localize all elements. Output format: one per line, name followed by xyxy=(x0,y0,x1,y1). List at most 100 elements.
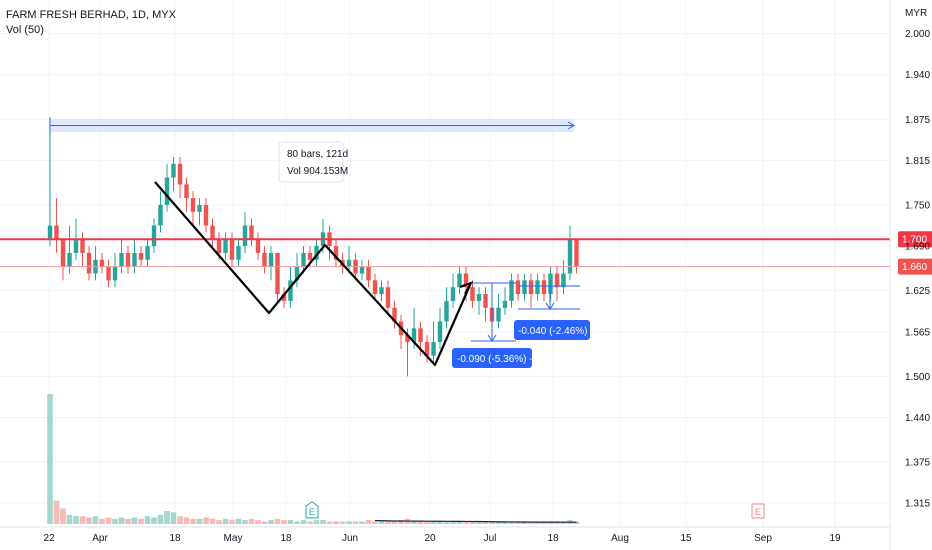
volume-bar xyxy=(320,520,326,524)
candle-body xyxy=(132,252,137,267)
volume-bar xyxy=(151,517,157,524)
candle-body xyxy=(73,239,79,253)
candle-body xyxy=(106,266,111,281)
candle-body xyxy=(138,252,144,260)
price-tick-label: 1.815 xyxy=(905,156,930,167)
volume-bar xyxy=(255,520,261,524)
candle-body xyxy=(554,273,560,288)
candle-body xyxy=(197,204,202,212)
candle-body xyxy=(125,252,131,267)
volume-bar xyxy=(157,514,164,524)
volume-bar xyxy=(534,521,541,524)
symbol-title[interactable]: FARM FRESH BERHAD, 1D, MYX xyxy=(6,9,176,21)
volume-bar xyxy=(235,518,242,524)
volume-bar xyxy=(307,521,313,524)
measure1-arrow xyxy=(487,334,497,342)
range-info-volume: Vol 904.153M xyxy=(287,166,348,177)
volume-bar xyxy=(411,521,417,524)
volume-bar xyxy=(398,520,404,524)
volume-bar xyxy=(131,517,138,524)
time-tick-label: 15 xyxy=(680,533,692,544)
candle-body xyxy=(67,252,72,267)
candle-body xyxy=(288,280,293,301)
volume-bar xyxy=(138,518,144,524)
candle-body xyxy=(496,307,501,322)
candle-body xyxy=(515,280,521,295)
volume-bar xyxy=(190,518,196,524)
volume-bar xyxy=(79,516,86,524)
candle-body xyxy=(411,328,417,343)
volume-bar xyxy=(294,521,300,524)
volume-bar xyxy=(521,521,528,524)
volume-bar xyxy=(469,521,476,524)
range-info-bars: 80 bars, 121d xyxy=(287,149,348,160)
volume-bar xyxy=(476,521,482,524)
time-axis[interactable]: 22 Apr 18 May 18 Jun 20 Jul 18 Aug 15 Sep 19 xyxy=(0,526,890,544)
measure2-label: -0.040 (-2.46%) -8 xyxy=(518,326,600,337)
volume-bar xyxy=(502,521,508,524)
time-tick-label: 18 xyxy=(280,533,292,544)
volume-bar xyxy=(53,500,60,524)
volume-bar xyxy=(274,518,281,524)
candle-body xyxy=(483,294,488,308)
time-tick-label: 18 xyxy=(547,533,559,544)
measure2-arrow xyxy=(545,302,555,310)
time-tick-label: Aug xyxy=(611,533,629,544)
candle-body xyxy=(463,273,469,288)
earnings-label: E xyxy=(309,507,315,517)
last-price-tag-label: 1.660 xyxy=(902,262,927,273)
price-tick-label: 1.315 xyxy=(905,499,930,510)
candle-body xyxy=(158,204,163,226)
volume-bar xyxy=(482,521,489,524)
candle-body xyxy=(171,163,176,178)
volume-bar xyxy=(339,521,346,524)
candle-body xyxy=(210,225,215,240)
volume-bar xyxy=(183,517,190,524)
candle-body xyxy=(522,280,527,295)
candle-body xyxy=(203,204,209,226)
price-tick-label: 1.690 xyxy=(905,242,930,253)
candle-body xyxy=(379,287,384,295)
price-tick-label: 1.625 xyxy=(905,286,930,297)
price-tick-label: 1.500 xyxy=(905,372,930,383)
candle-body xyxy=(431,342,436,356)
volume-indicator-label[interactable]: Vol (50) xyxy=(6,24,44,36)
chart-drawings[interactable]: 1.700 1.660 80 bars, 121d Vol 904.153M -0.09… xyxy=(0,117,932,519)
candle-body xyxy=(359,266,365,274)
chart-legend: FARM FRESH BERHAD, 1D, MYX Vol (50) xyxy=(6,8,176,38)
candle-body xyxy=(190,198,196,212)
volume-bar xyxy=(281,520,287,524)
candle-body xyxy=(54,225,59,240)
volume-bar xyxy=(86,517,92,524)
price-axis[interactable]: 2.000 1.940 1.875 1.815 1.750 1.690 1.625 1.565… xyxy=(889,0,930,550)
volume-bar xyxy=(391,521,398,524)
candle-body xyxy=(385,287,391,308)
volume-ma-line xyxy=(374,519,577,523)
price-tick-label: 1.875 xyxy=(905,115,930,126)
volume-bar xyxy=(177,516,183,524)
candle-body xyxy=(242,225,248,247)
volume-bar xyxy=(515,521,521,524)
candle-body xyxy=(470,287,475,301)
volume-bar xyxy=(112,518,118,524)
volume-bar xyxy=(248,518,255,524)
volume-bar xyxy=(313,520,320,524)
candle-body xyxy=(392,307,397,322)
candle-body xyxy=(437,321,443,343)
candle-body xyxy=(229,239,235,260)
horizontal-line-tag xyxy=(898,231,932,248)
candle-body xyxy=(262,252,267,267)
time-tick-label: 19 xyxy=(829,533,841,544)
candle-body xyxy=(450,287,456,301)
candle-body xyxy=(184,184,189,199)
candle-body xyxy=(145,246,150,260)
volume-bar xyxy=(443,521,450,524)
volume-bar xyxy=(73,516,79,524)
candle-body xyxy=(268,252,274,267)
volume-bar xyxy=(489,521,495,524)
volume-bar xyxy=(125,518,131,524)
measure2-label-box xyxy=(514,320,590,340)
future-earnings-label: E xyxy=(755,507,761,517)
volume-bar xyxy=(287,520,294,524)
